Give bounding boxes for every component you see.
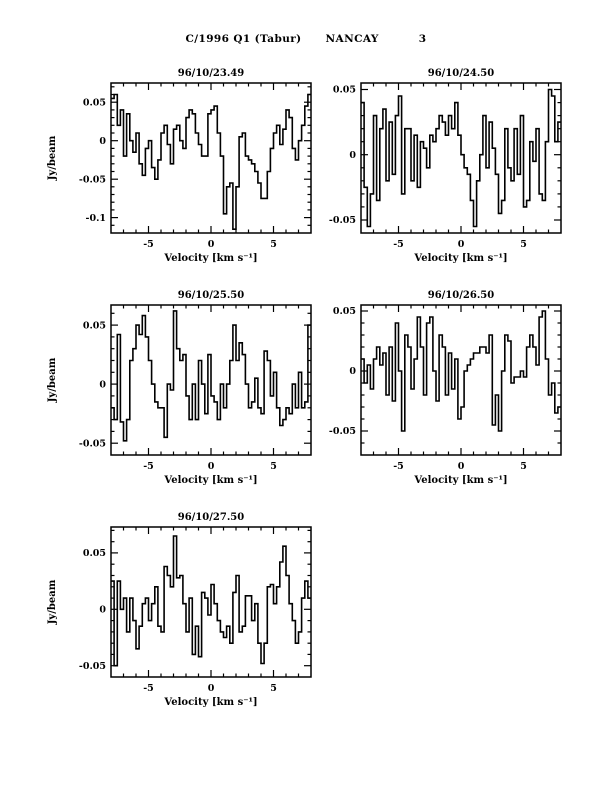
spectrum-panel-1: -5 0 5 0.05 0 -0.05 -0.1 96/10/23.49 Velocity [k… <box>35 58 325 264</box>
x-axis-label: Velocity [km s⁻¹] <box>413 475 507 485</box>
x-tick-label: -5 <box>143 683 154 694</box>
y-axis-label: Jy/beam <box>47 135 58 181</box>
x-tick-label: 0 <box>458 239 465 250</box>
y-tick-label: 0 <box>99 379 106 390</box>
y-tick-label: 0.05 <box>333 85 356 96</box>
x-tick-label: 0 <box>208 239 215 250</box>
y-tick-label: 0.05 <box>83 97 106 108</box>
page-number: 3 <box>418 33 427 45</box>
plot-title: 96/10/24.50 <box>428 68 494 79</box>
page-header: C/1996 Q1 (Tabur) NANCAY 3 <box>0 33 612 45</box>
x-tick-label: -5 <box>143 239 154 250</box>
x-tick-label: 0 <box>458 461 465 472</box>
y-tick-label: 0 <box>99 136 106 147</box>
y-tick-label: 0 <box>99 605 106 616</box>
y-tick-label: 0.05 <box>83 320 106 331</box>
object-name: C/1996 Q1 (Tabur) <box>185 33 302 45</box>
plot-frame <box>110 82 312 234</box>
x-tick-label: 5 <box>520 239 527 250</box>
x-tick-label: 5 <box>270 461 277 472</box>
spectrum-plot-96-10-27: -5 0 5 0.05 0 -0.05 96/10/27.50 Velocity [km s⁻… <box>47 512 312 708</box>
y-tick-label: -0.05 <box>329 426 356 437</box>
x-tick-label: -5 <box>143 461 154 472</box>
y-tick-label: -0.05 <box>79 174 106 185</box>
y-axis-label: Jy/beam <box>47 357 58 403</box>
x-tick-label: 0 <box>208 683 215 694</box>
x-axis-label: Velocity [km s⁻¹] <box>163 253 257 263</box>
y-tick-label: -0.05 <box>329 215 356 226</box>
plot-title: 96/10/27.50 <box>178 512 244 523</box>
spectrum-plot-96-10-26: -5 0 5 0.05 0 -0.05 96/10/26.50 Velocity [km s⁻… <box>329 290 562 486</box>
spectrum-plot-96-10-25: -5 0 5 0.05 0 -0.05 96/10/25.50 Velocity [km s⁻… <box>47 290 312 486</box>
plot-title: 96/10/26.50 <box>428 290 494 301</box>
x-tick-label: -5 <box>393 239 404 250</box>
spectrum-plot-96-10-24: -5 0 5 0.05 0 -0.05 96/10/24.50 Velocity [km s⁻… <box>329 68 562 264</box>
plot-frame <box>360 304 562 456</box>
y-tick-label: 0 <box>349 150 356 161</box>
plot-title: 96/10/25.50 <box>178 290 244 301</box>
spectrum-panel-5: -5 0 5 0.05 0 -0.05 96/10/27.50 Velocity [km s⁻… <box>35 502 325 708</box>
spectrum-trace <box>111 535 311 667</box>
spectrum-trace <box>361 310 561 432</box>
x-axis-label: Velocity [km s⁻¹] <box>413 253 507 263</box>
y-tick-label: -0.1 <box>86 213 106 224</box>
plot-frame <box>360 82 562 234</box>
x-tick-label: 5 <box>270 239 277 250</box>
x-tick-label: 5 <box>270 683 277 694</box>
y-tick-label: 0.05 <box>83 548 106 559</box>
x-axis-label: Velocity [km s⁻¹] <box>163 697 257 707</box>
spectrum-panel-4: -5 0 5 0.05 0 -0.05 96/10/26.50 Velocity [km s⁻… <box>285 280 575 486</box>
x-tick-label: 5 <box>520 461 527 472</box>
spectrum-trace <box>361 88 561 228</box>
telescope-name: NANCAY <box>325 33 379 45</box>
y-axis-label: Jy/beam <box>47 579 58 625</box>
spectrum-panel-3: -5 0 5 0.05 0 -0.05 96/10/25.50 Velocity [km s⁻… <box>35 280 325 486</box>
spectrum-trace <box>111 93 311 230</box>
spectrum-plot-96-10-23: -5 0 5 0.05 0 -0.05 -0.1 96/10/23.49 Velocity [k… <box>47 68 312 264</box>
x-axis-label: Velocity [km s⁻¹] <box>163 475 257 485</box>
plot-title: 96/10/23.49 <box>178 68 244 79</box>
x-tick-label: 0 <box>208 461 215 472</box>
y-tick-label: 0.05 <box>333 306 356 317</box>
y-tick-label: -0.05 <box>79 661 106 672</box>
x-tick-label: -5 <box>393 461 404 472</box>
spectrum-trace <box>111 310 311 442</box>
y-tick-label: 0 <box>349 366 356 377</box>
spectrum-panel-2: -5 0 5 0.05 0 -0.05 96/10/24.50 Velocity [km s⁻… <box>285 58 575 264</box>
y-tick-label: -0.05 <box>79 438 106 449</box>
